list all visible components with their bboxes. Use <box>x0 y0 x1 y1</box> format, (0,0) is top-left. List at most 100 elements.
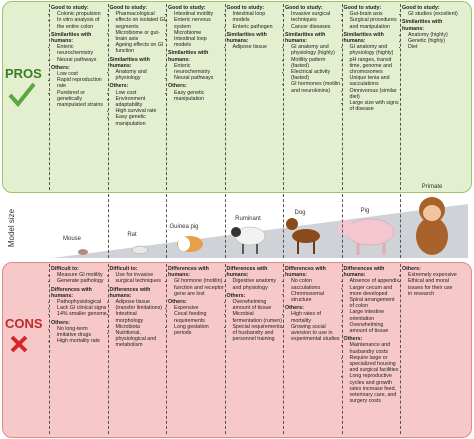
pros-column: Good to study:Intestinal motility Enteric… <box>168 3 224 102</box>
item-list: GI anatomy and physiology (highly)pH ran… <box>344 44 400 112</box>
column-divider <box>224 264 226 434</box>
list-item: 14% smaller genome <box>57 311 107 317</box>
list-item: Enteric neurochemistry <box>174 63 224 75</box>
item-list: GI studies (excellent) <box>402 11 458 17</box>
cons-column: Differences with humans:GI hormone (moti… <box>168 264 224 336</box>
item-list: GI hormone (motilin) function and recept… <box>168 278 224 297</box>
list-item: Measure GI motility <box>57 272 107 278</box>
section-heading: Good to study: <box>226 5 265 11</box>
list-item: High rates of mortality <box>291 311 341 323</box>
item-list: ExpensiveCecal feeding requirementsLong … <box>168 305 224 336</box>
list-item: Enteric neurochemistry <box>57 44 107 56</box>
list-item: Intestinal morphology <box>116 311 166 323</box>
section-heading: Differences with humans: <box>51 286 92 299</box>
cons-label: CONS <box>5 316 43 331</box>
list-item: Pathophysiological <box>57 299 107 305</box>
list-item: Adipose tissue (transfer limitations) <box>116 299 166 311</box>
item-list: Enteric neurochemistryNeural pathways <box>168 63 224 82</box>
list-item: Low cost <box>116 90 166 96</box>
section-heading: Differences with humans: <box>168 266 209 279</box>
section-heading: Good to study: <box>168 5 206 11</box>
list-item: Growing social aversion to use in experi… <box>291 324 341 343</box>
column-divider <box>283 264 284 434</box>
section-heading: Similarities with humans: <box>343 31 384 45</box>
item-list: Low costRapid reproduction ratePurebred … <box>51 71 107 108</box>
list-item: Adipose tissue <box>233 44 283 50</box>
list-item: Ethical and moral issues for their use i… <box>408 278 458 297</box>
list-item: Invasive surgical techniques <box>291 11 341 23</box>
animal-label: Rat <box>127 232 137 238</box>
animal-label: Pig <box>361 208 370 214</box>
section-heading: Similarities with humans: <box>226 31 267 45</box>
pros-column: Good to study:Invasive surgical techniqu… <box>285 3 341 94</box>
list-item: Large size with signs of disease <box>350 100 400 112</box>
column-divider <box>49 4 50 190</box>
list-item: Long gestation periods <box>174 324 224 336</box>
list-item: Anatomy and physiology <box>116 69 166 81</box>
item-list: Extremely expensiveEthical and moral iss… <box>402 272 458 297</box>
list-item: Cancer diseases <box>291 24 341 30</box>
list-item: Intestinal motility <box>174 11 224 17</box>
item-list: Enteric neurochemistryNeural pathways <box>51 44 107 63</box>
list-item: Lack GI clinical signs <box>57 305 107 311</box>
list-item: GI hormone (motilin) function and recept… <box>174 278 224 297</box>
list-item: In vitro analysis of the entire colon <box>57 17 107 29</box>
item-list: Adipose tissue (transfer limitations)Int… <box>110 299 166 349</box>
section-heading: Similarities with humans: <box>109 56 150 69</box>
item-list: Adipose tissue <box>227 44 283 50</box>
item-list: Use for invasive surgical techniques <box>110 272 166 284</box>
cons-column: Differences with humans:Absence of appen… <box>344 264 400 404</box>
list-item: Large intestine orientation <box>350 309 400 321</box>
column-divider <box>400 4 401 190</box>
list-item: Surgical procedures and manipulation <box>350 17 400 29</box>
list-item: Cecal feeding requirements <box>174 311 224 323</box>
guinea-pig-patch <box>178 237 190 251</box>
list-item: Maintenance and husbandry costs <box>350 342 400 354</box>
list-item: Overwhelming amount of tissue <box>350 322 400 334</box>
list-item: Genetic (highly) <box>408 38 458 44</box>
list-item: Special requirements of husbandry and pe… <box>233 324 283 343</box>
list-item: Digestive anatomy and physiology <box>233 278 283 290</box>
section-heading: Good to study: <box>285 5 323 11</box>
animal-label: Mouse <box>63 236 82 242</box>
list-item: Unique tenia and sacculations <box>350 75 400 87</box>
column-divider <box>400 264 401 434</box>
list-item: Require large or specialized housing and… <box>350 355 400 374</box>
item-list: Low costEnvironment adaptabilityHigh sur… <box>110 90 166 127</box>
pros-column: Good to study:GI studies (excellent) Simi… <box>402 3 458 50</box>
column-divider <box>341 194 343 258</box>
item-list: Absence of appendixLarger cecum and more… <box>344 278 400 334</box>
column-divider <box>224 4 226 190</box>
pros-column: Good to study:Colonic propulsionIn vitro… <box>51 3 107 108</box>
list-item: Neural pathways <box>57 57 107 63</box>
list-item: Generate pathology <box>57 278 107 284</box>
list-item: Easy genetic manipulation <box>174 90 224 102</box>
item-list: No long-term imitative drugsHigh mortali… <box>51 326 107 345</box>
item-list: Anatomy (highly)Genetic (highly)Diet <box>402 32 458 51</box>
section-heading: Others: <box>226 292 246 299</box>
list-item: Microbiome <box>174 30 224 36</box>
list-item: Microbial fermentation (rumen) <box>233 311 283 323</box>
section-heading: Similarities with humans: <box>51 31 92 45</box>
list-item: Overwhelming amount of tissue <box>233 299 283 311</box>
column-divider <box>166 264 167 434</box>
column-divider <box>107 4 109 190</box>
list-item: Extremely expensive <box>408 272 458 278</box>
item-list: Measure GI motilityGenerate pathology <box>51 272 107 284</box>
column-divider <box>107 194 109 258</box>
list-item: Intestinal loop models <box>233 11 283 23</box>
cons-column: Differences with humans:No colon saccula… <box>285 264 341 342</box>
item-list: PathophysiologicalLack GI clinical signs… <box>51 299 107 318</box>
pros-panel <box>2 1 472 193</box>
column-divider <box>400 194 401 258</box>
item-list: No colon sacculationsChromosomal structu… <box>285 278 341 303</box>
item-list: Maintenance and husbandry costsRequire l… <box>344 342 400 404</box>
pig-icon <box>345 218 395 246</box>
section-heading: Others: <box>51 319 70 326</box>
list-item: Enteric pathogen <box>233 24 283 30</box>
pros-column: Good to study:Gut-brain axisSurgical pro… <box>344 3 400 112</box>
section-heading: Difficult to: <box>51 266 79 272</box>
column-divider <box>283 194 284 258</box>
list-item: Anatomy (highly) <box>408 32 458 38</box>
